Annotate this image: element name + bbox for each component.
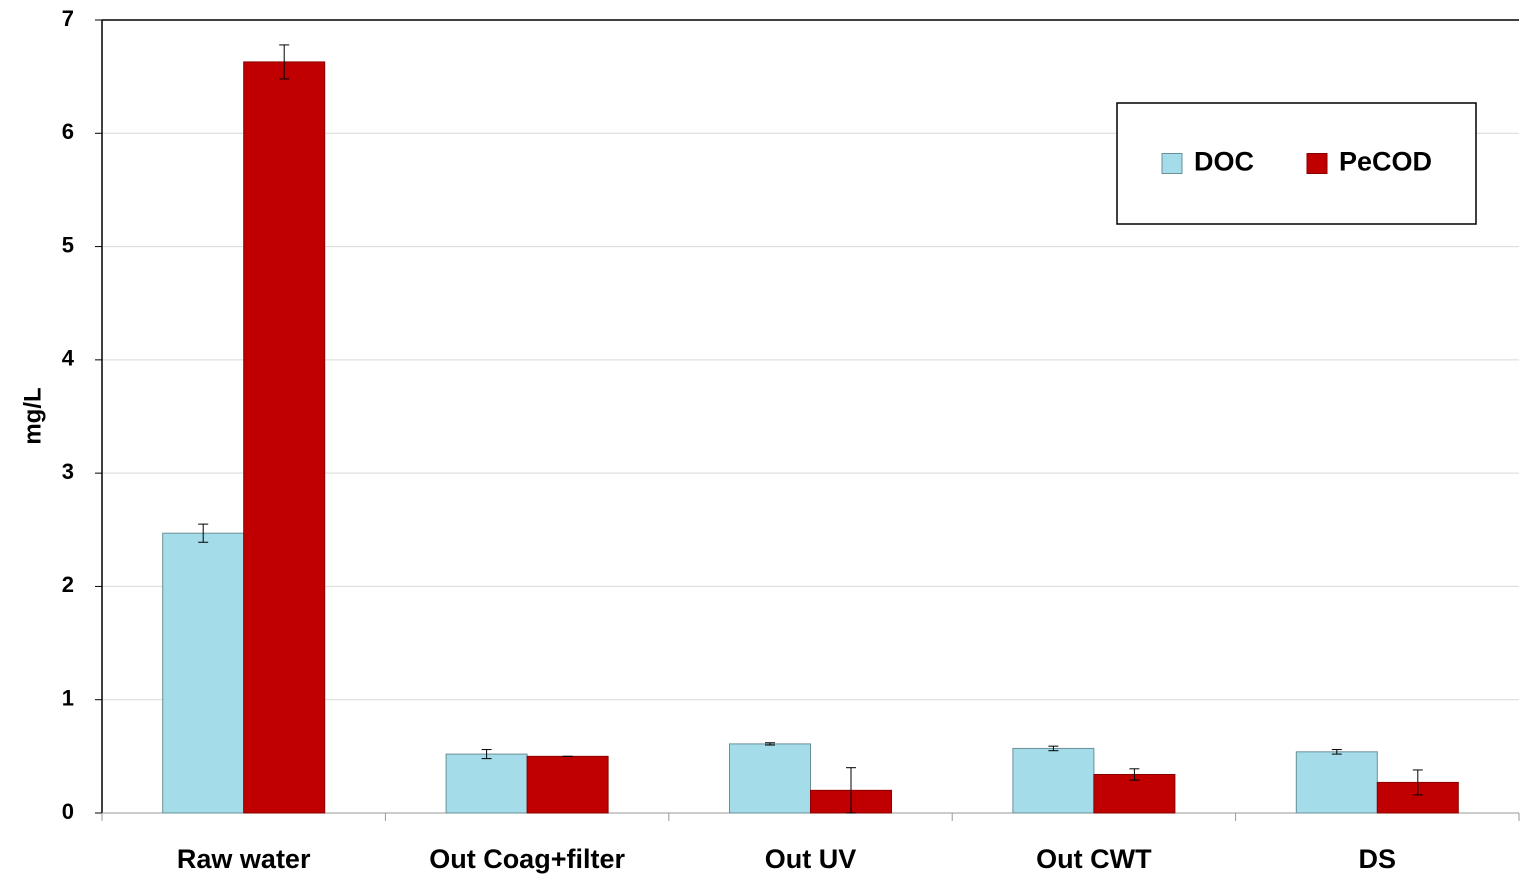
error-bar	[198, 523, 209, 543]
bar	[1012, 747, 1095, 814]
x-tick-label: Out UV	[765, 844, 857, 874]
legend-swatch	[1306, 153, 1328, 174]
bar	[1093, 773, 1176, 814]
error-bar	[765, 742, 775, 746]
error-bar	[1331, 749, 1342, 755]
y-tick-label: 2	[62, 572, 74, 597]
error-bar	[1048, 745, 1059, 752]
y-tick-label: 5	[62, 232, 74, 257]
error-bar	[1129, 768, 1140, 781]
error-bar	[481, 749, 492, 760]
bar	[729, 743, 811, 814]
y-tick-label: 3	[62, 459, 74, 484]
y-tick-label: 1	[62, 686, 74, 711]
y-tick-label: 0	[62, 799, 74, 824]
y-tick-label: 7	[62, 6, 74, 31]
bar	[243, 61, 326, 814]
x-tick-label: Out CWT	[1036, 844, 1152, 874]
legend-swatch	[1161, 153, 1183, 174]
bar	[1295, 751, 1378, 814]
x-tick-label: Raw water	[177, 844, 311, 874]
legend-label: DOC	[1194, 147, 1254, 177]
error-bar	[1412, 769, 1423, 796]
bar	[162, 532, 245, 814]
bar	[445, 753, 528, 814]
y-tick-label: 4	[62, 346, 75, 371]
y-axis-label: mg/L	[19, 387, 46, 444]
x-tick-label: Out Coag+filter	[429, 844, 625, 874]
error-bar	[846, 767, 856, 814]
legend-label: PeCOD	[1339, 147, 1432, 177]
bar	[526, 755, 609, 814]
error-bar	[279, 44, 290, 80]
y-tick-label: 6	[62, 119, 74, 144]
x-tick-label: DS	[1359, 844, 1397, 874]
